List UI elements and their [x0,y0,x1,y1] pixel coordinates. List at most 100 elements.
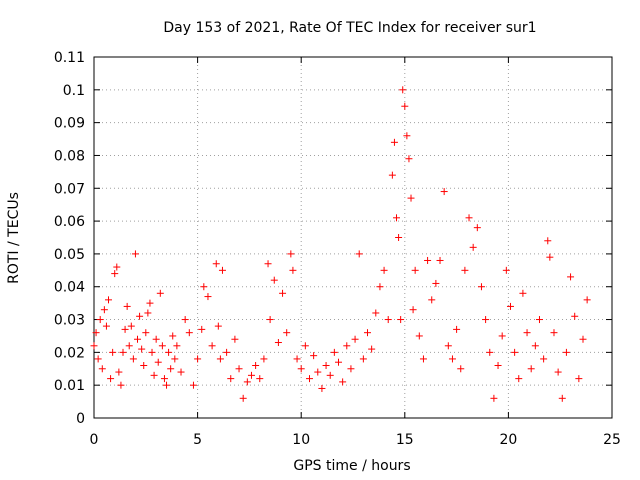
data-point [403,132,411,140]
data-point [227,375,235,383]
data-point [330,348,338,356]
data-point [393,214,401,222]
data-point [189,381,197,389]
data-point [158,342,166,350]
data-point [123,302,131,310]
data-point [575,375,583,383]
data-point [546,253,554,261]
axis-ticks: 0 0.01 0.02 0.03 0.04 0.05 0.06 0.07 0.08 0.09 0.1… [54,50,621,448]
data-point [531,342,539,350]
data-point [482,316,490,324]
data-point [419,355,427,363]
x-axis-label: GPS time / hours [293,458,410,474]
data-point [432,279,440,287]
data-point [523,329,531,337]
data-point [117,381,125,389]
data-point [146,299,154,307]
data-point [339,378,347,386]
data-point [567,273,575,281]
data-point [444,342,452,350]
data-point [131,250,139,258]
data-point [115,368,123,376]
y-tick-label: 0.09 [54,116,85,132]
data-point [372,309,380,317]
data-point [544,237,552,245]
data-point [351,335,359,343]
data-point [486,348,494,356]
data-point [465,214,473,222]
data-point [571,312,579,320]
data-point [498,332,506,340]
data-point [98,365,106,373]
data-point [264,260,272,268]
y-axis-label: ROTI / TECUs [6,192,22,284]
data-point [384,316,392,324]
data-point [301,342,309,350]
data-point [231,335,239,343]
data-point [102,322,110,330]
data-point [388,171,396,179]
data-point [287,250,295,258]
data-point [293,355,301,363]
data-point [562,348,570,356]
data-point [519,289,527,297]
data-point [550,329,558,337]
data-point [399,86,407,94]
y-tick-label: 0.06 [54,214,85,230]
data-point [461,266,469,274]
data-point [173,342,181,350]
data-point [113,263,121,271]
data-point [583,296,591,304]
y-tick-label: 0.01 [54,378,85,394]
x-tick-label: 10 [292,432,310,448]
data-point [347,365,355,373]
data-point [279,289,287,297]
data-point [252,361,260,369]
data-point [218,266,226,274]
y-tick-label: 0.05 [54,247,85,263]
data-point [138,345,146,353]
data-point [511,348,519,356]
data-point [169,332,177,340]
data-point [185,329,193,337]
data-point [380,266,388,274]
data-point [160,375,168,383]
data-point [208,342,216,350]
data-point [90,342,98,350]
y-tick-label: 0.02 [54,345,85,361]
data-point [148,348,156,356]
data-point [395,234,403,241]
data-point [119,348,127,356]
data-point [92,329,100,337]
data-point [223,348,231,356]
y-tick-label: 0.03 [54,313,85,329]
data-point [163,381,171,389]
data-point [540,355,548,363]
data-point [448,355,456,363]
data-point [409,306,417,314]
data-point [490,394,498,402]
data-point [359,355,367,363]
data-point [477,283,485,291]
y-tick-label: 0.1 [63,83,85,99]
data-point [154,358,162,366]
y-tick-label: 0.07 [54,181,85,197]
data-points [90,86,591,402]
y-tick-label: 0.11 [54,50,85,66]
x-tick-label: 5 [193,432,202,448]
data-point [390,138,398,146]
x-tick-label: 20 [499,432,517,448]
data-point [322,361,330,369]
data-point [129,355,137,363]
y-tick-label: 0.04 [54,280,85,296]
data-point [554,368,562,376]
data-point [558,394,566,402]
data-point [314,368,322,376]
data-point [107,375,115,383]
data-point [270,276,278,284]
data-point [401,102,409,110]
data-point [415,332,423,340]
data-point [469,243,477,251]
data-point [376,283,384,291]
data-point [457,365,465,373]
